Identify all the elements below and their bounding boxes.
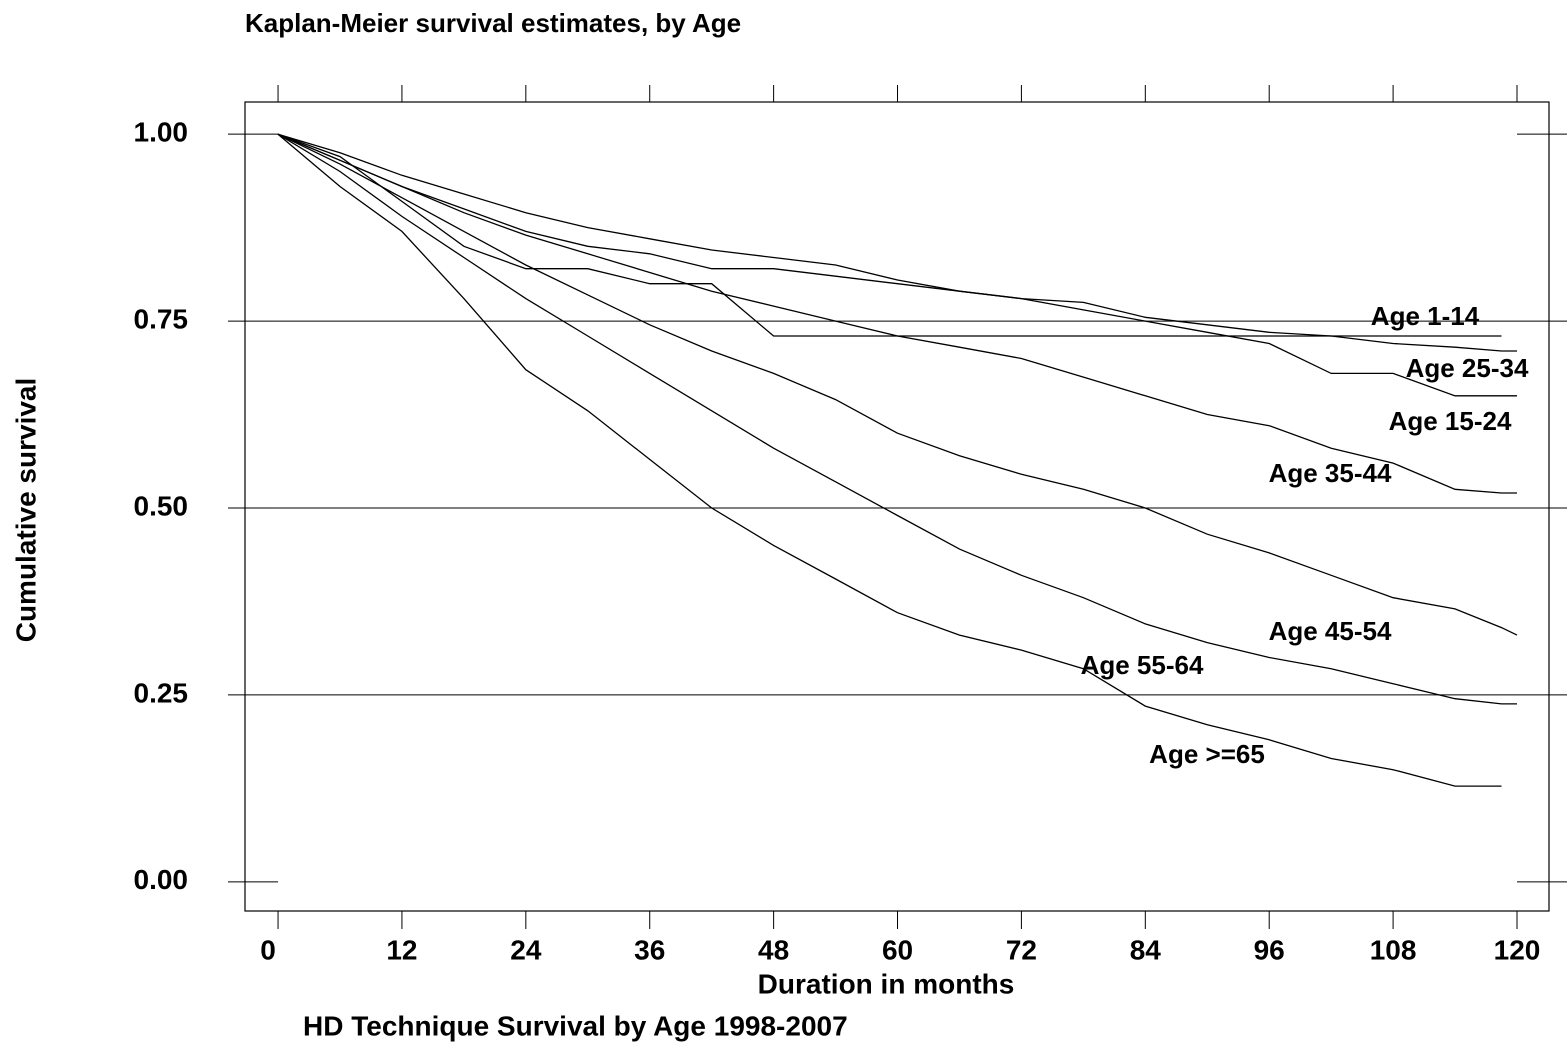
series-label: Age 1-14 — [1371, 301, 1480, 331]
x-tick-label: 0 — [260, 934, 276, 965]
survival-line — [277, 133, 1517, 494]
x-tick-label: 72 — [1006, 934, 1037, 965]
series-label: Age 25-34 — [1406, 353, 1529, 383]
note: HD Technique Survival by Age 1998-2007 — [303, 1010, 848, 1041]
series-label: Age 55-64 — [1081, 650, 1204, 680]
x-tick-label: 36 — [634, 934, 665, 965]
plot-frame — [244, 101, 1550, 912]
survival-line — [277, 133, 1517, 397]
survival-line — [277, 133, 1502, 787]
y-tick-label: 0.00 — [134, 864, 189, 895]
series-label: Age 45-54 — [1269, 616, 1392, 646]
x-tick-label: 60 — [882, 934, 913, 965]
x-tick-label: 120 — [1494, 934, 1541, 965]
x-tick-label: 96 — [1254, 934, 1285, 965]
survival-line — [277, 133, 1518, 636]
survival-line — [277, 133, 1502, 337]
y-tick-label: 1.00 — [134, 117, 189, 148]
series-label: Age 35-44 — [1269, 458, 1392, 488]
survival-line — [277, 133, 1517, 352]
y-axis-label: Cumulative survival — [10, 378, 41, 643]
x-tick-label: 108 — [1370, 934, 1417, 965]
y-tick-label: 0.25 — [134, 677, 189, 708]
x-tick-label: 48 — [758, 934, 789, 965]
y-tick-label: 0.75 — [134, 303, 189, 334]
x-tick-label: 24 — [510, 934, 542, 965]
y-tick-label: 0.50 — [134, 490, 189, 521]
x-axis-label: Duration in months — [758, 968, 1015, 999]
x-tick-label: 84 — [1130, 934, 1162, 965]
series-label: Age 15-24 — [1389, 406, 1512, 436]
x-tick-label: 12 — [386, 934, 417, 965]
chart-title: Kaplan-Meier survival estimates, by Age — [245, 8, 741, 38]
survival-line — [277, 133, 1517, 705]
series-label: Age >=65 — [1149, 739, 1265, 769]
